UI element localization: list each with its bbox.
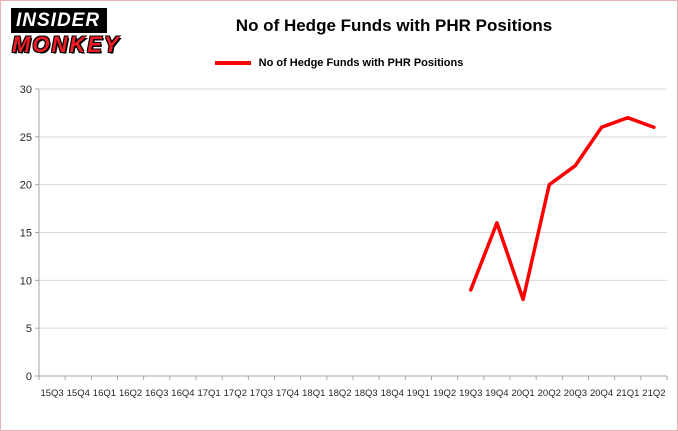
x-axis-label: 16Q4 <box>171 388 194 399</box>
x-axis-label: 18Q2 <box>328 388 351 399</box>
x-axis-label: 16Q1 <box>93 388 116 399</box>
plot-area: 0 5 10 15 20 25 30 15Q3 15Q4 16Q1 16Q2 16Q3 16Q4 17Q1… <box>1 77 677 430</box>
y-axis-label: 5 <box>26 323 32 335</box>
insider-monkey-logo: INSIDER MONKEY <box>11 8 127 57</box>
x-axis-label: 18Q3 <box>354 388 377 399</box>
x-axis-label: 19Q2 <box>433 388 456 399</box>
y-axis-label: 30 <box>20 84 32 96</box>
x-axis-label: 20Q1 <box>511 388 534 399</box>
chart-title: No of Hedge Funds with PHR Positions <box>235 16 553 35</box>
x-axis-label: 17Q3 <box>250 388 273 399</box>
x-axis-label: 20Q2 <box>538 388 561 399</box>
x-axis-label: 18Q1 <box>302 388 325 399</box>
x-axis-label: 19Q1 <box>407 388 430 399</box>
line-chart: 0 5 10 15 20 25 30 15Q3 15Q4 16Q1 16Q2 16Q3 16Q4 17Q1… <box>20 84 668 399</box>
x-axis-label: 19Q3 <box>459 388 482 399</box>
x-axis-label: 19Q4 <box>485 388 508 399</box>
y-axis-label: 0 <box>26 371 32 383</box>
y-axis-label: 15 <box>20 228 32 240</box>
x-axis-label: 21Q2 <box>642 388 665 399</box>
logo-text-insider: INSIDER <box>11 8 108 33</box>
x-axis-label: 17Q2 <box>224 388 247 399</box>
y-axis-label: 20 <box>20 180 32 192</box>
x-axis-label: 20Q3 <box>564 388 587 399</box>
y-axis-label: 25 <box>20 132 32 144</box>
legend: No of Hedge Funds with PHR Positions <box>1 57 677 69</box>
x-axis-label: 15Q3 <box>40 388 63 399</box>
x-axis-label: 17Q4 <box>276 388 299 399</box>
logo-text-monkey: MONKEY <box>12 32 121 57</box>
x-axis-label: 15Q4 <box>67 388 90 399</box>
x-axis-label: 18Q4 <box>381 388 404 399</box>
x-axis-label: 16Q2 <box>119 388 142 399</box>
x-axis-label: 20Q4 <box>590 388 613 399</box>
x-axis-label: 16Q3 <box>145 388 168 399</box>
x-axis-label: 21Q1 <box>616 388 639 399</box>
legend-label: No of Hedge Funds with PHR Positions <box>258 57 464 69</box>
x-axis-label: 17Q1 <box>197 388 220 399</box>
y-axis-label: 10 <box>20 275 32 287</box>
legend-line-swatch <box>214 61 251 65</box>
series-line <box>469 115 656 302</box>
